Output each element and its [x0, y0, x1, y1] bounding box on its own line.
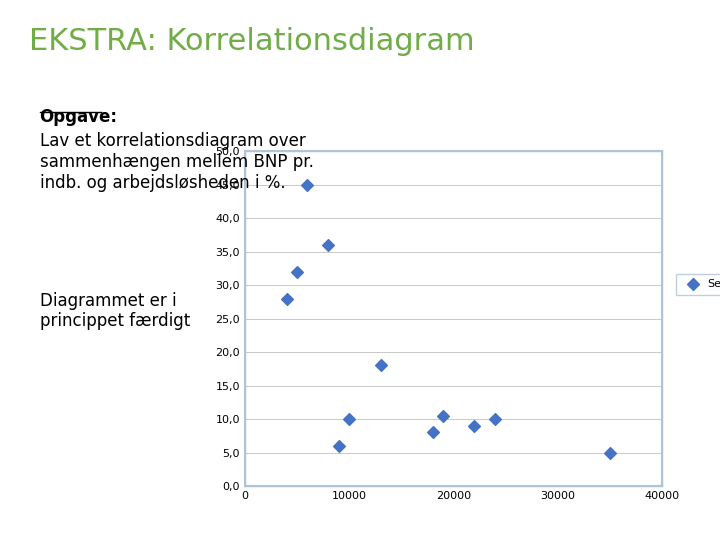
- Serie1: [343, 415, 355, 423]
- Text: Lav et korrelationsdiagram over
sammenhængen mellem BNP pr.
indb. og arbejdsløsh: Lav et korrelationsdiagram over sammenhæ…: [40, 132, 313, 192]
- Serie1: [374, 361, 386, 370]
- Legend: Serie1: Serie1: [676, 274, 720, 295]
- Serie1: [490, 415, 501, 423]
- Serie1: [302, 180, 313, 189]
- Serie1: [291, 267, 303, 276]
- Serie1: [333, 442, 345, 450]
- Serie1: [281, 294, 292, 303]
- Serie1: [469, 421, 480, 430]
- Serie1: [605, 448, 616, 457]
- Text: Opgave:: Opgave:: [40, 108, 117, 126]
- Bar: [245, 151, 662, 486]
- Text: EKSTRA: Korrelationsdiagram: EKSTRA: Korrelationsdiagram: [29, 27, 474, 56]
- Serie1: [427, 428, 438, 437]
- Text: Diagrammet er i
princippet færdigt: Diagrammet er i princippet færdigt: [40, 292, 190, 330]
- Serie1: [437, 411, 449, 420]
- Serie1: [323, 241, 334, 249]
